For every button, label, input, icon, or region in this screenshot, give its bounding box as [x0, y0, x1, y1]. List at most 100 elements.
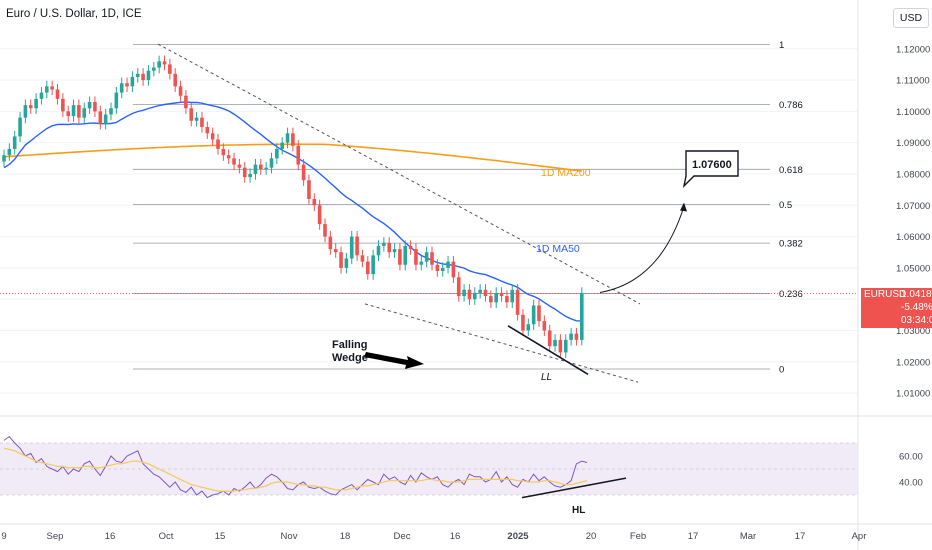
- symbol-label: EURUSD: [864, 289, 907, 300]
- candle-body: [194, 117, 199, 121]
- candle-body: [526, 324, 531, 331]
- candle-body: [200, 117, 204, 128]
- currency-button[interactable]: USD: [893, 8, 929, 28]
- time-tick: Dec: [394, 531, 411, 542]
- candle-body: [333, 249, 338, 253]
- candle-body: [242, 167, 247, 178]
- candle-body: [563, 339, 568, 353]
- time-axis[interactable]: 9 Sep 16 Oct 15 Nov 18 Dec 16 2025 20 Feb 17 Mar 17 Apr: [1, 531, 866, 542]
- time-tick: 20: [586, 531, 597, 542]
- candle-body: [339, 252, 343, 268]
- candle-body: [515, 289, 520, 315]
- candle-body: [344, 258, 349, 268]
- price-axis[interactable]: 1.12000 1.11000 1.10000 1.09000 1.08000 1.070…: [896, 44, 930, 488]
- price-tick: 1.09000: [896, 138, 930, 149]
- time-tick: Feb: [630, 531, 646, 542]
- candle-body: [34, 98, 38, 109]
- candle-body: [87, 101, 92, 109]
- pattern-label-line2: Wedge: [332, 352, 368, 364]
- candle-body: [312, 199, 317, 206]
- candle-body: [280, 142, 284, 149]
- candle-body: [408, 245, 413, 250]
- pattern-arrow: [364, 352, 424, 369]
- candle-body: [323, 224, 327, 237]
- time-tick: Mar: [740, 531, 756, 542]
- candle-body: [119, 83, 124, 93]
- candle-body: [162, 61, 167, 65]
- ma200-label: 1D MA200: [541, 167, 591, 179]
- rsi-ma-line: [3, 447, 588, 492]
- candle-body: [499, 292, 504, 297]
- candle-body: [275, 148, 279, 159]
- time-tick: Apr: [852, 531, 867, 542]
- candle-body: [510, 289, 515, 303]
- candle-body: [569, 333, 573, 340]
- candle-body: [467, 289, 472, 300]
- candle-body: [328, 236, 333, 250]
- candle-body: [205, 127, 210, 134]
- candle-body: [135, 73, 140, 77]
- candle-body: [531, 305, 536, 325]
- candle-body: [505, 296, 509, 303]
- candle-body: [173, 73, 177, 87]
- time-tick: 18: [340, 531, 351, 542]
- candle-body: [226, 155, 231, 159]
- price-tick: 1.02000: [896, 357, 930, 368]
- candle-body: [580, 292, 584, 340]
- time-tick: Sep: [47, 531, 64, 542]
- price-tick: 1.08000: [896, 169, 930, 180]
- candle-body: [451, 261, 456, 278]
- candle-body: [146, 70, 151, 81]
- candle-body: [152, 67, 156, 71]
- candle-body: [430, 252, 434, 265]
- candle-body: [307, 180, 311, 200]
- candle-body: [39, 92, 44, 99]
- candle-body: [301, 164, 306, 181]
- candle-body: [424, 252, 429, 262]
- price-tick: 1.10000: [896, 107, 930, 118]
- wedge-lower-line: [364, 303, 639, 383]
- candle-body: [489, 296, 493, 303]
- candle-body: [157, 61, 161, 68]
- fib-level-label: 0: [779, 364, 784, 375]
- rsi-panel: [0, 435, 858, 499]
- candle-body: [349, 236, 354, 259]
- candle-body: [264, 167, 268, 170]
- candle-body: [232, 158, 236, 165]
- candle-body: [28, 105, 33, 109]
- ll-line: [507, 325, 589, 375]
- candle-body: [366, 261, 370, 275]
- candle-body: [184, 95, 188, 109]
- candle-body: [558, 339, 563, 353]
- candle-body: [55, 89, 60, 99]
- price-tick: 1.01000: [896, 389, 930, 400]
- candle-body: [178, 86, 183, 96]
- candle-body: [269, 158, 274, 168]
- candle-body: [542, 321, 547, 331]
- candle-body: [2, 155, 6, 162]
- candle-body: [259, 164, 263, 170]
- candle-body: [446, 261, 450, 268]
- candle-body: [419, 261, 424, 265]
- candle-body: [440, 267, 445, 272]
- candle-body: [494, 292, 498, 303]
- rsi-tick: 40.00: [899, 478, 923, 489]
- candle-body: [371, 255, 375, 275]
- candle-body: [93, 101, 97, 112]
- candle-body: [210, 133, 215, 140]
- fib-level-label: 0.382: [779, 239, 803, 250]
- candle-body: [12, 136, 17, 149]
- candle-body: [82, 108, 87, 118]
- ma50-label: 1D MA50: [536, 243, 580, 255]
- time-tick: 17: [795, 531, 806, 542]
- candles: [2, 55, 584, 359]
- target-label: 1.07600: [692, 159, 732, 171]
- candle-body: [98, 111, 103, 124]
- target-callout: [682, 150, 739, 189]
- candle-body: [248, 173, 252, 178]
- candle-body: [537, 305, 541, 322]
- candle-body: [414, 249, 418, 265]
- candle-body: [253, 164, 258, 174]
- price-tick: 1.07000: [896, 201, 930, 212]
